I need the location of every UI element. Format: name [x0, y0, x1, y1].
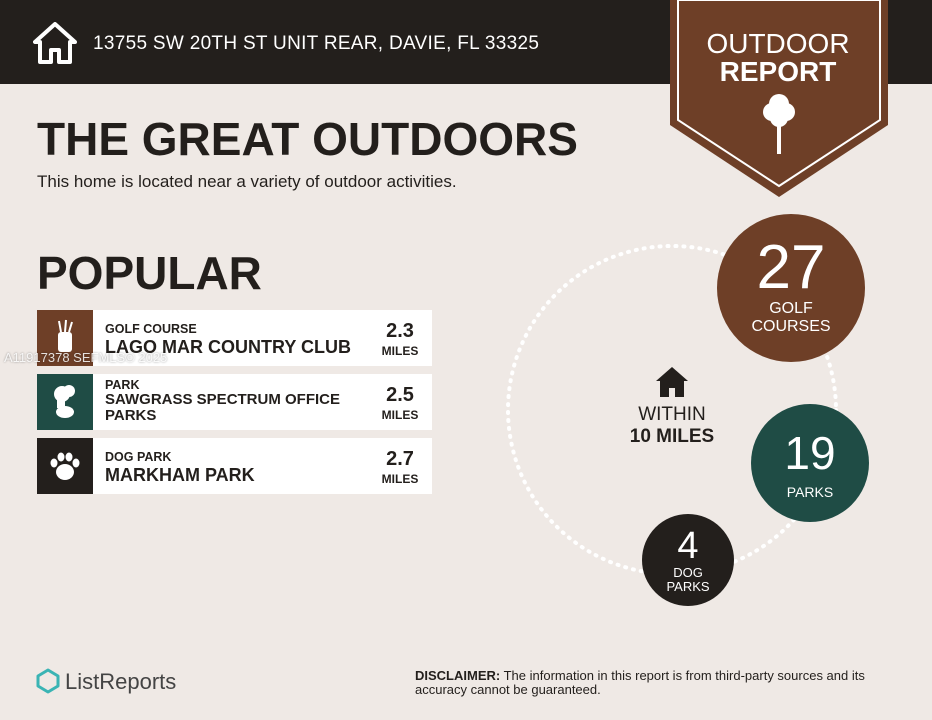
item-category: PARK	[105, 378, 140, 392]
count-label: PARKS	[786, 484, 834, 500]
item-distance: 2.7	[386, 448, 414, 470]
watermark: A11917378 SEFMLS© 2025	[4, 350, 168, 365]
badge-line2: REPORT	[719, 56, 837, 87]
dog-park-count-circle: 4 DOG PARKS	[642, 514, 734, 606]
disclaimer-text: The information in this report is from t…	[415, 668, 865, 697]
golf-icon	[37, 310, 93, 366]
brand-logo	[36, 668, 60, 694]
count: 4	[677, 525, 699, 567]
address: 13755 SW 20TH ST UNIT REAR, DAVIE, FL 33…	[93, 33, 540, 54]
center-line1: WITHIN	[638, 404, 706, 425]
disclaimer: DISCLAIMER: The information in this repo…	[415, 669, 905, 697]
count-label: DOG	[673, 565, 703, 580]
section-heading: POPULAR	[37, 247, 262, 299]
park-count-circle: 19 PARKS	[751, 404, 869, 522]
badge	[670, 0, 888, 197]
list-item: GOLF COURSE LAGO MAR COUNTRY CLUB 2.3 MI…	[37, 310, 432, 366]
count: 19	[784, 427, 836, 479]
dog-icon	[37, 438, 93, 494]
item-unit: MILES	[381, 472, 419, 486]
list-item: DOG PARK MARKHAM PARK 2.7 MILES	[37, 438, 432, 494]
disclaimer-label: DISCLAIMER:	[415, 668, 501, 683]
item-distance: 2.3	[386, 320, 414, 342]
count-label: COURSES	[751, 318, 831, 335]
item-unit: MILES	[381, 344, 419, 358]
item-category: DOG PARK	[105, 450, 172, 464]
list-item: PARK SAWGRASS SPECTRUM OFFICE PARKS 2.5 …	[37, 374, 432, 430]
item-category: GOLF COURSE	[105, 322, 197, 336]
park-icon	[37, 374, 93, 430]
count-label: PARKS	[666, 579, 710, 594]
center-home-icon	[656, 367, 688, 397]
home-icon	[33, 22, 77, 64]
count: 27	[756, 233, 826, 302]
center-line2: 10 MILES	[629, 426, 715, 447]
badge-line1: OUTDOOR	[706, 28, 850, 59]
item-distance: 2.5	[386, 384, 414, 406]
item-name: LAGO MAR COUNTRY CLUB	[105, 337, 351, 357]
item-name: SAWGRASS SPECTRUM OFFICE PARKS	[105, 391, 341, 424]
item-name: MARKHAM PARK	[105, 465, 255, 485]
subtitle: This home is located near a variety of o…	[37, 172, 457, 191]
item-unit: MILES	[381, 408, 419, 422]
brand-name: ListReports	[65, 669, 177, 694]
count-label: GOLF	[769, 300, 813, 317]
golf-count-circle: 27 GOLF COURSES	[717, 214, 865, 362]
title: THE GREAT OUTDOORS	[37, 113, 578, 165]
